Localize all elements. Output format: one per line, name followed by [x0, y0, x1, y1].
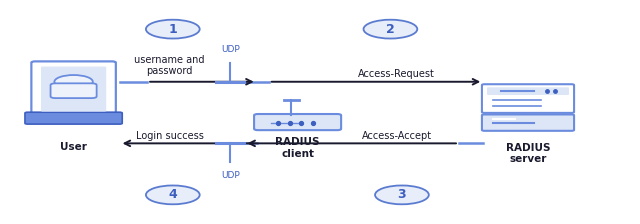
Circle shape [54, 75, 93, 88]
FancyBboxPatch shape [51, 83, 97, 98]
FancyBboxPatch shape [31, 61, 116, 116]
FancyBboxPatch shape [482, 114, 574, 131]
Text: RADIUS
server: RADIUS server [506, 143, 550, 164]
FancyBboxPatch shape [254, 114, 341, 130]
Circle shape [146, 185, 200, 204]
Text: 1: 1 [168, 23, 177, 36]
Text: 4: 4 [168, 188, 177, 201]
FancyBboxPatch shape [482, 84, 574, 113]
FancyBboxPatch shape [41, 67, 106, 112]
Circle shape [375, 185, 429, 204]
FancyBboxPatch shape [25, 112, 122, 124]
Text: UDP: UDP [221, 171, 240, 180]
Circle shape [146, 20, 200, 39]
Text: User: User [60, 142, 87, 152]
Text: UDP: UDP [221, 45, 240, 54]
Text: username and
password: username and password [134, 55, 205, 76]
Text: Login success: Login success [136, 131, 204, 141]
Text: RADIUS
client: RADIUS client [275, 137, 320, 159]
Text: Access-Request: Access-Request [358, 69, 435, 79]
Text: 3: 3 [397, 188, 406, 201]
Text: Access-Accept: Access-Accept [362, 131, 432, 141]
FancyBboxPatch shape [487, 87, 569, 95]
Circle shape [364, 20, 417, 39]
Text: 2: 2 [386, 23, 395, 36]
